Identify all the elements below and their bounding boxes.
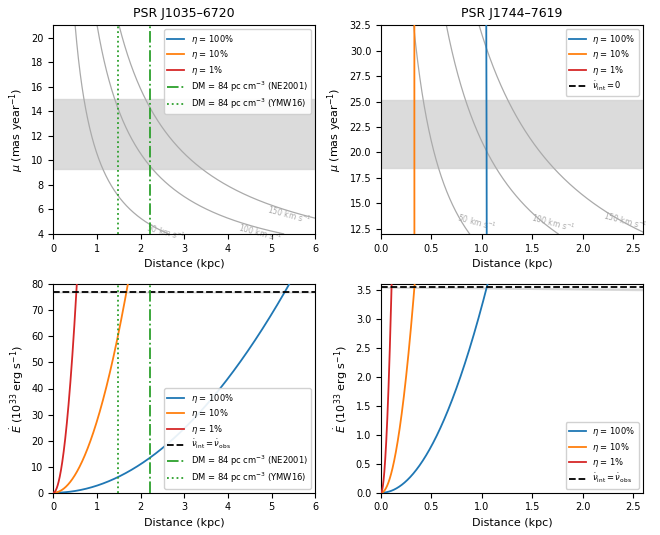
X-axis label: Distance (kpc): Distance (kpc) (472, 518, 552, 528)
Legend: $\eta$ = 100%, $\eta$ = 10%, $\eta$ = 1%, $\dot{\nu}_{\rm int} = \dot{\nu}_{\rm : $\eta$ = 100%, $\eta$ = 10%, $\eta$ = 1%… (164, 388, 311, 488)
Legend: $\eta$ = 100%, $\eta$ = 10%, $\eta$ = 1%, $\dot{\nu}_{\rm int}=0$: $\eta$ = 100%, $\eta$ = 10%, $\eta$ = 1%… (566, 29, 639, 96)
Y-axis label: $\dot{E}$ ($10^{33}$ erg s$^{-1}$): $\dot{E}$ ($10^{33}$ erg s$^{-1}$) (8, 345, 26, 432)
Y-axis label: $\dot{E}$ ($10^{33}$ erg s$^{-1}$): $\dot{E}$ ($10^{33}$ erg s$^{-1}$) (333, 345, 350, 432)
Title: PSR J1744–7619: PSR J1744–7619 (461, 7, 563, 20)
Text: 50 km s$^{-1}$: 50 km s$^{-1}$ (455, 211, 497, 233)
Legend: $\eta$ = 100%, $\eta$ = 10%, $\eta$ = 1%, $\dot{\nu}_{\rm int} = \dot{\nu}_{\rm : $\eta$ = 100%, $\eta$ = 10%, $\eta$ = 1%… (566, 422, 639, 488)
Bar (381, 100, 643, 167)
Y-axis label: $\mu$ (mas year$^{-1}$): $\mu$ (mas year$^{-1}$) (7, 87, 26, 172)
Text: 150 km s$^{-1}$: 150 km s$^{-1}$ (602, 209, 648, 233)
Text: 150 km s$^{-1}$: 150 km s$^{-1}$ (266, 203, 313, 227)
Title: PSR J1035–6720: PSR J1035–6720 (133, 7, 235, 20)
Text: 50 km s$^{-1}$: 50 km s$^{-1}$ (145, 221, 187, 243)
Text: 100 km s$^{-1}$: 100 km s$^{-1}$ (237, 221, 283, 245)
X-axis label: Distance (kpc): Distance (kpc) (472, 259, 552, 269)
Text: 100 km s$^{-1}$: 100 km s$^{-1}$ (530, 211, 577, 234)
Bar (53, 99, 315, 169)
X-axis label: Distance (kpc): Distance (kpc) (144, 518, 224, 528)
X-axis label: Distance (kpc): Distance (kpc) (144, 259, 224, 269)
Legend: $\eta$ = 100%, $\eta$ = 10%, $\eta$ = 1%, DM = 84 pc cm$^{-3}$ (NE2001), DM = 84: $\eta$ = 100%, $\eta$ = 10%, $\eta$ = 1%… (164, 29, 311, 114)
Y-axis label: $\mu$ (mas year$^{-1}$): $\mu$ (mas year$^{-1}$) (325, 87, 344, 172)
